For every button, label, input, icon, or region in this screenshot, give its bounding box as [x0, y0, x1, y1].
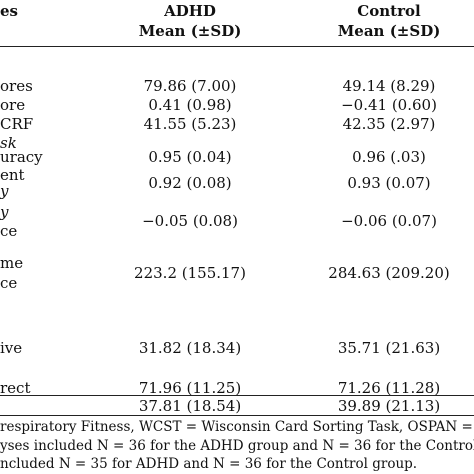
adhd-value: 0.41 (0.98) — [148, 96, 232, 114]
control-value: 42.35 (2.97) — [342, 115, 436, 133]
row-label: ce — [0, 222, 18, 240]
row-label: y — [0, 182, 9, 200]
row-label: uracy — [0, 148, 43, 166]
adhd-value: 223.2 (155.17) — [134, 264, 246, 282]
adhd-title: ADHD — [164, 2, 216, 20]
adhd-value: 31.82 (18.34) — [138, 339, 242, 357]
inner-rule — [0, 395, 474, 396]
row-label: ore — [0, 96, 26, 114]
footnote-line: yses included N = 36 for the ADHD group … — [0, 438, 474, 454]
control-value: 71.26 (11.28) — [337, 379, 441, 397]
row-label: ce — [0, 274, 18, 292]
adhd-value: 79.86 (7.00) — [143, 77, 237, 95]
control-value: 284.63 (209.20) — [328, 264, 450, 282]
header-rule — [0, 46, 474, 47]
adhd-value: −0.05 (0.08) — [142, 212, 238, 230]
adhd-value: 0.92 (0.08) — [148, 174, 232, 192]
row-label: me — [0, 254, 24, 272]
row-label: ores — [0, 77, 33, 95]
control-value: 0.93 (0.07) — [347, 174, 431, 192]
adhd-value: 41.55 (5.23) — [143, 115, 237, 133]
control-value: 39.89 (21.13) — [337, 397, 441, 415]
control-title: Control — [357, 2, 421, 20]
row-label: rect — [0, 379, 31, 397]
control-value: 49.14 (8.29) — [342, 77, 436, 95]
footnote-line: ncluded N = 35 for ADHD and N = 36 for t… — [0, 456, 418, 472]
table-bottom-rule — [0, 415, 474, 416]
control-value: 35.71 (21.63) — [337, 339, 441, 357]
row-label: CRF — [0, 115, 34, 133]
footnote-line: respiratory Fitness, WCST = Wisconsin Ca… — [0, 419, 473, 435]
row-label: y — [0, 203, 9, 221]
column-header-measures: es — [0, 2, 18, 20]
control-subtitle: Mean (±SD) — [337, 22, 441, 40]
adhd-value: 71.96 (11.25) — [138, 379, 242, 397]
control-value: −0.06 (0.07) — [341, 212, 437, 230]
row-label: ent — [0, 166, 25, 184]
adhd-subtitle: Mean (±SD) — [138, 22, 242, 40]
row-label: ive — [0, 339, 23, 357]
row-label: sk — [0, 134, 17, 152]
adhd-value: 37.81 (18.54) — [138, 397, 242, 415]
adhd-value: 0.95 (0.04) — [148, 148, 232, 166]
control-value: −0.41 (0.60) — [341, 96, 437, 114]
control-value: 0.96 (.03) — [352, 148, 426, 166]
